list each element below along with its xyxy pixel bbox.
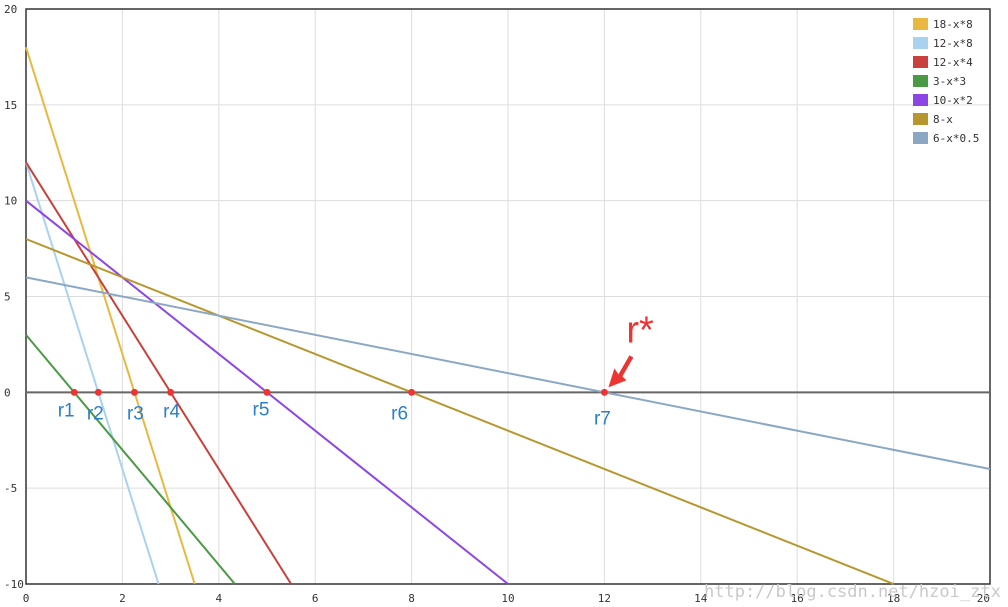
legend-label: 6-x*0.5 <box>933 132 979 145</box>
x-tick-label: 0 <box>23 592 30 605</box>
x-tick-label: 18 <box>887 592 900 605</box>
legend-label: 12-x*8 <box>933 37 973 50</box>
y-tick-label: 10 <box>4 195 17 208</box>
legend: 18-x*8 12-x*8 12-x*4 3-x*3 10-x*2 8-x 6-x*0.5 <box>913 18 979 145</box>
y-tick-label: -10 <box>4 578 24 591</box>
series-line <box>25 162 160 585</box>
r-star-label: r* <box>626 309 654 351</box>
x-tick-label: 14 <box>694 592 708 605</box>
series-line <box>25 276 991 470</box>
series-line <box>25 238 894 585</box>
legend-label: 18-x*8 <box>933 18 973 31</box>
root-label: r3 <box>127 403 144 424</box>
y-tick-label: 5 <box>4 291 11 304</box>
legend-label: 10-x*2 <box>933 94 973 107</box>
series-line <box>25 47 196 585</box>
x-tick-label: 12 <box>598 592 611 605</box>
axis-tick-labels: 0 2 4 6 8 10 12 14 16 18 20 -10 -5 0 5 10 15 20 <box>4 3 990 605</box>
x-tick-label: 6 <box>312 592 319 605</box>
legend-swatch <box>913 132 928 144</box>
legend-label: 3-x*3 <box>933 75 966 88</box>
root-label: r7 <box>594 408 611 429</box>
x-tick-label: 10 <box>501 592 514 605</box>
r-star-arrow-icon <box>608 355 634 388</box>
y-tick-label: 20 <box>4 3 17 16</box>
legend-label: 8-x <box>933 113 953 126</box>
root-label: r2 <box>87 403 104 424</box>
y-tick-label: 0 <box>4 386 11 399</box>
legend-swatch <box>913 113 928 125</box>
root-label: r4 <box>163 401 180 422</box>
legend-swatch <box>913 56 928 68</box>
root-label: r5 <box>253 399 270 420</box>
root-label: r1 <box>58 400 75 421</box>
root-marker <box>70 388 78 396</box>
root-marker <box>600 388 608 396</box>
legend-swatch <box>913 37 928 49</box>
root-marker <box>167 388 175 396</box>
r-star-annotation: r* <box>608 309 654 388</box>
series-line <box>25 334 236 585</box>
legend-label: 12-x*4 <box>933 56 973 69</box>
x-tick-label: 4 <box>215 592 222 605</box>
root-marker <box>94 388 102 396</box>
y-tick-label: 15 <box>4 99 17 112</box>
root-marker <box>130 388 138 396</box>
series-lines <box>25 47 991 585</box>
x-tick-label: 8 <box>408 592 415 605</box>
legend-swatch <box>913 94 928 106</box>
root-marker <box>408 388 416 396</box>
legend-swatch <box>913 75 928 87</box>
root-label: r6 <box>391 403 408 424</box>
x-tick-label: 20 <box>977 592 990 605</box>
legend-swatch <box>913 18 928 30</box>
root-marker <box>263 388 271 396</box>
series-line <box>25 161 292 585</box>
y-tick-label: -5 <box>4 482 17 495</box>
x-tick-label: 16 <box>791 592 804 605</box>
watermark: http://blog.csdn.net/hzoi_ztx <box>704 582 1001 602</box>
x-tick-label: 2 <box>119 592 126 605</box>
root-markers: r1 r2 r3 r4 r5 r6 r7 <box>58 388 611 429</box>
